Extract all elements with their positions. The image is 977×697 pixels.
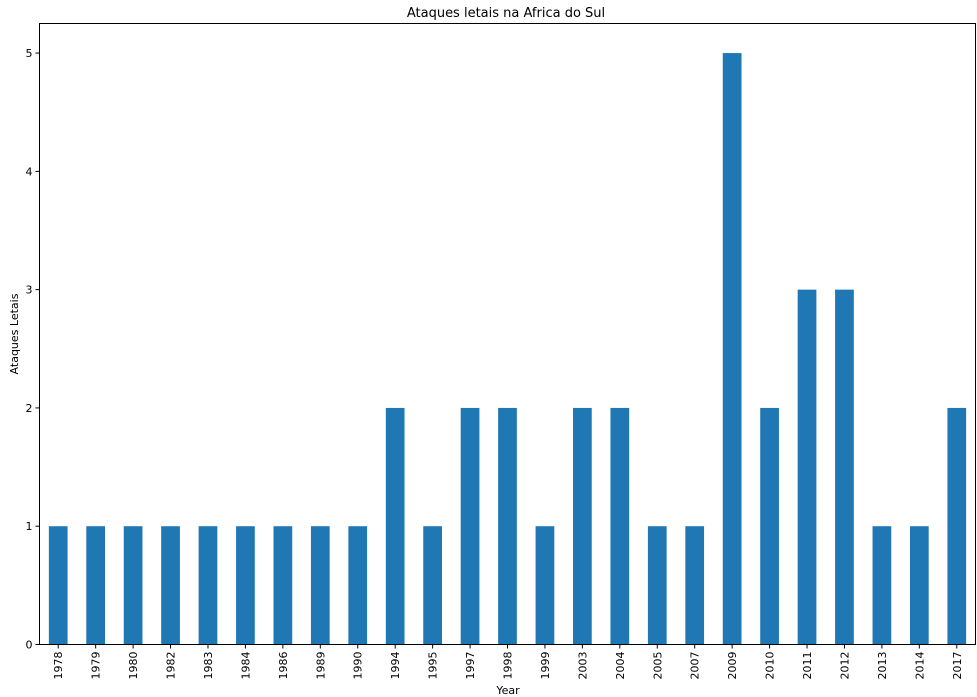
bar-2005 [647,526,667,645]
bar-1979 [86,526,106,645]
bar-2013 [872,526,892,645]
x-tick-label-2010: 2010 [764,652,777,680]
x-axis: 1978 1979 1980 1982 1983 1984 1986 1989 1990 1994… [52,644,964,680]
y-tick-label-2: 2 [26,402,33,415]
x-tick-label-2014: 2014 [913,652,926,680]
x-tick-label-1995: 1995 [427,652,440,680]
bar-1997 [460,407,480,645]
bar-2010 [760,407,779,645]
bar-1999 [535,526,555,645]
y-axis: 0 1 2 3 4 5 [26,47,40,652]
y-tick-label-3: 3 [26,284,33,297]
x-tick-label-1999: 1999 [539,652,552,680]
x-tick-label-1983: 1983 [202,652,215,680]
y-tick-label-0: 0 [26,639,33,652]
x-tick-label-2004: 2004 [614,652,627,680]
x-tick-label-1980: 1980 [127,652,140,680]
plot-frame [39,23,976,645]
x-tick-label-1994: 1994 [389,652,402,680]
bar-1990 [348,526,368,645]
bar-1984 [236,526,255,645]
bar-1978 [48,526,68,645]
x-tick-label-2007: 2007 [689,652,702,680]
bar-2012 [835,289,854,645]
y-tick-label-1: 1 [26,520,33,533]
x-tick-label-2003: 2003 [576,652,589,680]
bar-1994 [385,407,405,645]
bar-1980 [123,526,143,645]
bar-1982 [161,526,180,645]
x-tick-label-1979: 1979 [90,652,103,680]
bar-2017 [947,407,967,645]
y-tick-label-5: 5 [26,47,33,60]
bar-2007 [685,526,705,645]
bar-2014 [909,526,929,645]
x-tick-label-2017: 2017 [951,652,964,680]
bar-1989 [310,526,330,645]
bar-2011 [797,289,817,645]
x-tick-label-1978: 1978 [52,652,65,680]
bar-1998 [498,407,517,645]
x-axis-label: Year [495,684,520,697]
x-tick-label-1989: 1989 [314,652,327,680]
x-tick-label-1998: 1998 [502,652,515,680]
bar-1983 [198,526,218,645]
y-axis-label: Ataques Letais [8,293,21,374]
bar-2003 [573,407,592,645]
x-tick-label-2012: 2012 [838,652,851,680]
y-tick-label-4: 4 [26,165,33,178]
x-tick-label-2013: 2013 [876,652,889,680]
bars-layer [48,53,967,645]
x-tick-label-1997: 1997 [464,652,477,680]
x-tick-label-1990: 1990 [352,652,365,680]
bar-2009 [722,53,742,645]
x-tick-label-1984: 1984 [239,652,252,680]
x-tick-label-2011: 2011 [801,652,814,680]
bar-1995 [423,526,442,645]
bar-1986 [273,526,293,645]
x-tick-label-2005: 2005 [651,652,664,680]
x-tick-label-1986: 1986 [277,652,290,680]
x-tick-label-2009: 2009 [726,652,739,680]
x-tick-label-1982: 1982 [165,652,178,680]
bar-2004 [610,407,630,645]
chart-title: Ataques letais na Africa do Sul [407,6,605,21]
